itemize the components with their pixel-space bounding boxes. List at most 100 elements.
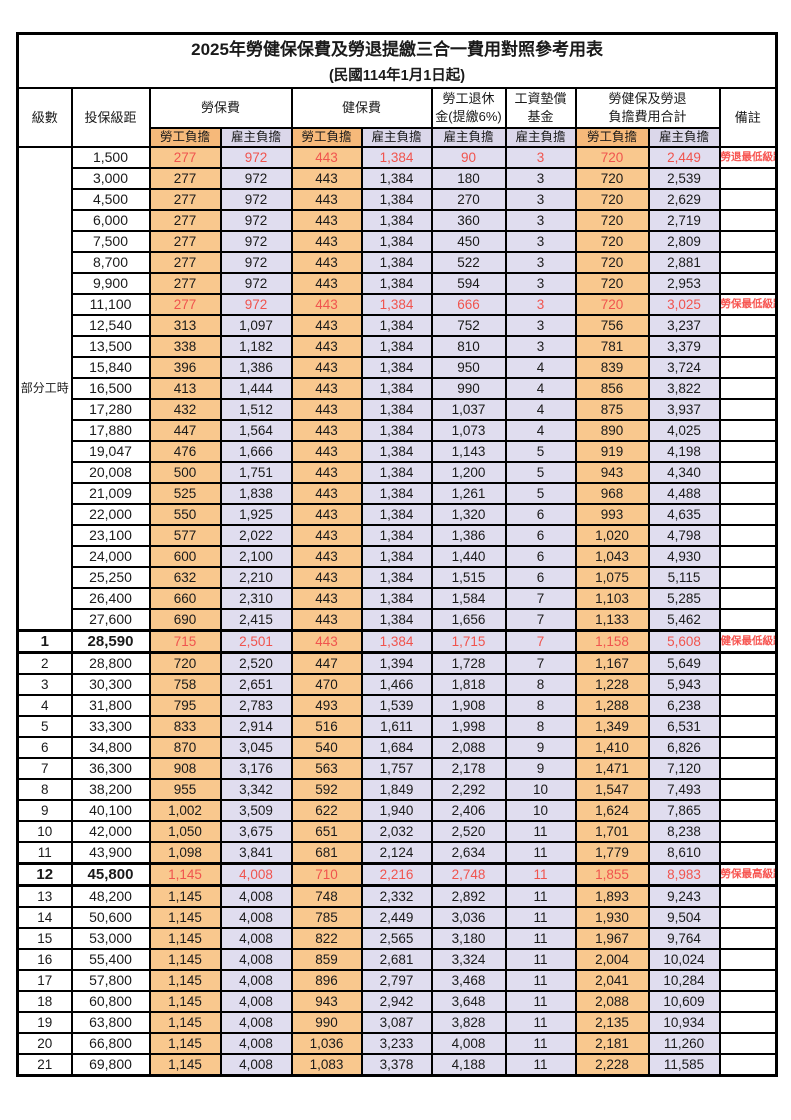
total-employee-cell: 2,228 — [574, 1053, 650, 1077]
labor-employer-cell: 972 — [219, 272, 293, 295]
health-employer-cell: 1,757 — [360, 757, 433, 780]
header-pension: 勞工退休 金(提繳6%) — [430, 87, 507, 129]
level-cell: 18 — [16, 990, 73, 1013]
labor-employee-cell: 550 — [148, 503, 222, 526]
bracket-cell: 66,800 — [70, 1032, 151, 1055]
pension-employer-cell: 3,468 — [430, 969, 507, 992]
total-employer-cell: 2,881 — [647, 251, 721, 274]
labor-employee-cell: 277 — [148, 146, 222, 169]
header-health-fee: 健保費 — [290, 87, 433, 129]
note-cell: 勞保最高級距 — [718, 862, 778, 887]
health-employer-cell: 1,384 — [360, 146, 433, 169]
labor-employee-cell: 277 — [148, 188, 222, 211]
total-employee-cell: 1,779 — [574, 841, 650, 865]
level-cell: 16 — [16, 948, 73, 971]
pension-employer-cell: 2,634 — [430, 841, 507, 865]
bracket-cell: 16,500 — [70, 377, 151, 400]
total-employer-cell: 4,798 — [647, 524, 721, 547]
health-employee-cell: 443 — [290, 482, 363, 505]
pension-employer-cell: 3,324 — [430, 948, 507, 971]
health-employer-cell: 1,611 — [360, 715, 433, 738]
labor-employee-cell: 1,145 — [148, 884, 222, 908]
labor-employer-cell: 3,675 — [219, 820, 293, 843]
note-cell — [718, 927, 778, 950]
labor-employee-cell: 1,145 — [148, 969, 222, 992]
table-row: 13,500 338 1,182 443 1,384 810 3 781 3,379 — [18, 335, 778, 358]
wage-fund-employer-cell: 3 — [504, 335, 577, 358]
wage-fund-employer-cell: 7 — [504, 608, 577, 632]
note-cell — [718, 251, 778, 274]
bracket-cell: 42,000 — [70, 820, 151, 843]
total-employee-cell: 890 — [574, 419, 650, 442]
table-row: 3 30,300 758 2,651 470 1,466 1,818 8 1,228 5,943 — [16, 673, 778, 696]
total-employee-cell: 1,855 — [574, 862, 650, 887]
wage-fund-employer-cell: 11 — [504, 841, 577, 865]
bracket-cell: 34,800 — [70, 736, 151, 759]
wage-fund-employer-cell: 3 — [504, 272, 577, 295]
page-title: 2025年勞健保保費及勞退提繳三合一費用對照參考用表 — [191, 40, 603, 59]
total-employee-cell: 781 — [574, 335, 650, 358]
total-employee-cell: 1,893 — [574, 884, 650, 908]
table-row: 24,000 600 2,100 443 1,384 1,440 6 1,043 4,930 — [18, 545, 778, 568]
table-row: 12,540 313 1,097 443 1,384 752 3 756 3,237 — [18, 314, 778, 337]
wage-fund-employer-cell: 11 — [504, 1032, 577, 1055]
note-cell: 勞保最低級距 — [718, 293, 778, 316]
health-employer-cell: 2,216 — [360, 862, 433, 887]
note-cell: 健保最低級距 — [718, 629, 778, 654]
bracket-cell: 15,840 — [70, 356, 151, 379]
total-employer-cell: 5,943 — [647, 673, 721, 696]
health-employee-cell: 443 — [290, 314, 363, 337]
total-employee-cell: 2,088 — [574, 990, 650, 1013]
table-row: 26,400 660 2,310 443 1,384 1,584 7 1,103 5,285 — [18, 587, 778, 610]
header-total-line1: 勞健保及勞退 — [608, 91, 687, 106]
pension-employer-cell: 950 — [430, 356, 507, 379]
bracket-cell: 36,300 — [70, 757, 151, 780]
labor-employee-cell: 632 — [148, 566, 222, 589]
total-employee-cell: 875 — [574, 398, 650, 421]
bracket-cell: 53,000 — [70, 927, 151, 950]
labor-employer-cell: 1,564 — [219, 419, 293, 442]
table-row: 11 43,900 1,098 3,841 681 2,124 2,634 11 1,779 8,… — [16, 841, 778, 865]
health-employee-cell: 651 — [290, 820, 363, 843]
wage-fund-employer-cell: 6 — [504, 566, 577, 589]
table-row: 1 28,590 715 2,501 443 1,384 1,715 7 1,158 5,608 健… — [16, 629, 778, 654]
labor-employee-cell: 1,050 — [148, 820, 222, 843]
wage-fund-employer-cell: 11 — [504, 906, 577, 929]
labor-employee-cell: 577 — [148, 524, 222, 547]
wage-fund-employer-cell: 11 — [504, 1011, 577, 1034]
wage-fund-employer-cell: 3 — [504, 251, 577, 274]
bracket-cell: 6,000 — [70, 209, 151, 232]
wage-fund-employer-cell: 11 — [504, 927, 577, 950]
labor-employee-cell: 277 — [148, 251, 222, 274]
health-employer-cell: 3,233 — [360, 1032, 433, 1055]
total-employee-cell: 968 — [574, 482, 650, 505]
health-employer-cell: 1,384 — [360, 587, 433, 610]
health-employer-cell: 1,384 — [360, 566, 433, 589]
labor-employee-cell: 1,145 — [148, 990, 222, 1013]
health-employer-cell: 1,384 — [360, 503, 433, 526]
subheader-health-employee: 勞工負擔 — [290, 127, 363, 148]
labor-employee-cell: 500 — [148, 461, 222, 484]
labor-employer-cell: 2,783 — [219, 694, 293, 717]
wage-fund-employer-cell: 9 — [504, 736, 577, 759]
total-employee-cell: 1,133 — [574, 608, 650, 632]
total-employee-cell: 993 — [574, 503, 650, 526]
table-row: 17,280 432 1,512 443 1,384 1,037 4 875 3,937 — [18, 398, 778, 421]
health-employee-cell: 748 — [290, 884, 363, 908]
health-employee-cell: 493 — [290, 694, 363, 717]
labor-employee-cell: 720 — [148, 651, 222, 675]
table-row: 5 33,300 833 2,914 516 1,611 1,998 8 1,349 6,531 — [16, 715, 778, 738]
bracket-cell: 7,500 — [70, 230, 151, 253]
labor-employee-cell: 955 — [148, 778, 222, 801]
health-employer-cell: 1,384 — [360, 209, 433, 232]
title-cell: 2025年勞健保保費及勞退提繳三合一費用對照參考用表 (民國114年1月1日起) — [16, 32, 778, 89]
labor-employer-cell: 1,666 — [219, 440, 293, 463]
bracket-cell: 27,600 — [70, 608, 151, 632]
health-employer-cell: 1,384 — [360, 293, 433, 316]
level-cell: 21 — [16, 1053, 73, 1077]
labor-employee-cell: 1,145 — [148, 862, 222, 887]
wage-fund-employer-cell: 11 — [504, 884, 577, 908]
note-cell — [718, 651, 778, 675]
bracket-cell: 24,000 — [70, 545, 151, 568]
